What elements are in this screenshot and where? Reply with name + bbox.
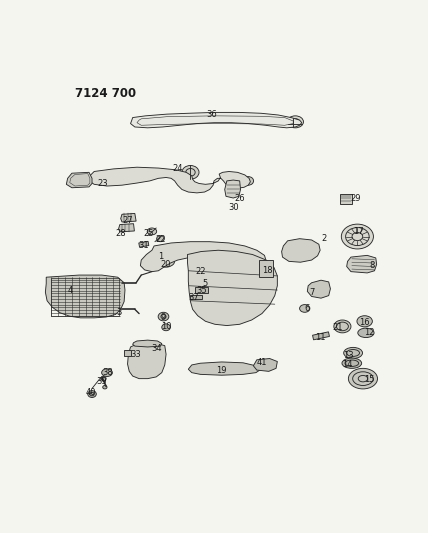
Text: 24: 24 xyxy=(172,164,183,173)
Polygon shape xyxy=(225,180,241,198)
Text: 30: 30 xyxy=(228,203,238,212)
Text: 31: 31 xyxy=(138,241,149,251)
Text: 36: 36 xyxy=(206,110,217,119)
Polygon shape xyxy=(307,280,330,298)
Text: 17: 17 xyxy=(354,227,364,236)
Polygon shape xyxy=(45,275,125,318)
Ellipse shape xyxy=(147,228,157,235)
Text: 3: 3 xyxy=(116,308,122,317)
Ellipse shape xyxy=(341,224,373,249)
Polygon shape xyxy=(187,250,277,326)
Text: 18: 18 xyxy=(262,266,273,275)
Polygon shape xyxy=(124,350,131,356)
Text: 26: 26 xyxy=(235,193,245,203)
Polygon shape xyxy=(119,224,134,232)
Text: 19: 19 xyxy=(217,366,227,375)
Ellipse shape xyxy=(334,320,351,333)
Text: 38: 38 xyxy=(102,368,113,377)
Text: 13: 13 xyxy=(344,351,354,360)
Text: 4: 4 xyxy=(68,286,73,295)
Text: 25: 25 xyxy=(144,229,154,238)
Polygon shape xyxy=(347,255,377,273)
Polygon shape xyxy=(66,172,92,188)
Text: 34: 34 xyxy=(151,344,161,353)
Polygon shape xyxy=(259,260,273,277)
Ellipse shape xyxy=(300,304,310,312)
Text: 7124 700: 7124 700 xyxy=(75,87,136,100)
Ellipse shape xyxy=(201,279,210,286)
Polygon shape xyxy=(312,332,330,340)
Text: 28: 28 xyxy=(116,229,126,238)
Ellipse shape xyxy=(101,369,112,376)
Ellipse shape xyxy=(287,116,303,128)
Ellipse shape xyxy=(158,312,169,321)
Text: 8: 8 xyxy=(370,261,375,270)
Text: 21: 21 xyxy=(333,323,343,332)
Ellipse shape xyxy=(342,358,362,368)
Text: 37: 37 xyxy=(188,293,199,302)
Polygon shape xyxy=(128,344,166,378)
Text: 41: 41 xyxy=(257,358,267,367)
Ellipse shape xyxy=(152,250,163,259)
Polygon shape xyxy=(253,359,277,372)
Text: 14: 14 xyxy=(342,360,353,369)
Polygon shape xyxy=(139,241,149,247)
Text: 33: 33 xyxy=(131,350,142,359)
Text: 12: 12 xyxy=(364,328,374,337)
Text: 2: 2 xyxy=(322,234,327,243)
Text: 11: 11 xyxy=(315,333,325,342)
Ellipse shape xyxy=(88,391,96,398)
Text: 15: 15 xyxy=(364,375,374,384)
Ellipse shape xyxy=(348,368,377,389)
Text: 1: 1 xyxy=(158,252,163,261)
Ellipse shape xyxy=(344,348,363,359)
Text: 39: 39 xyxy=(97,377,107,386)
Ellipse shape xyxy=(161,259,175,267)
Ellipse shape xyxy=(157,236,164,241)
Ellipse shape xyxy=(357,316,372,327)
Polygon shape xyxy=(140,241,266,272)
Text: 29: 29 xyxy=(351,195,361,204)
Polygon shape xyxy=(133,340,162,347)
Text: 7: 7 xyxy=(310,288,315,297)
Polygon shape xyxy=(131,112,302,128)
Ellipse shape xyxy=(103,385,107,389)
Polygon shape xyxy=(340,194,352,204)
Text: 5: 5 xyxy=(202,279,207,288)
Text: 35: 35 xyxy=(196,286,206,295)
Text: 40: 40 xyxy=(86,388,96,397)
Text: 6: 6 xyxy=(305,304,310,313)
Text: 10: 10 xyxy=(161,322,171,331)
Text: 9: 9 xyxy=(160,312,165,321)
Ellipse shape xyxy=(358,328,374,337)
Ellipse shape xyxy=(182,165,199,179)
Text: 27: 27 xyxy=(122,216,133,225)
Text: 20: 20 xyxy=(161,260,171,269)
Text: 22: 22 xyxy=(195,267,205,276)
Text: 22: 22 xyxy=(155,235,166,244)
Polygon shape xyxy=(190,295,202,300)
Text: 16: 16 xyxy=(360,319,370,327)
Polygon shape xyxy=(195,287,208,293)
Ellipse shape xyxy=(101,376,106,381)
Ellipse shape xyxy=(243,176,253,185)
Ellipse shape xyxy=(162,324,170,330)
Polygon shape xyxy=(89,167,250,193)
Polygon shape xyxy=(188,362,261,375)
Text: 23: 23 xyxy=(98,180,108,188)
Polygon shape xyxy=(121,213,136,222)
Polygon shape xyxy=(282,239,320,262)
